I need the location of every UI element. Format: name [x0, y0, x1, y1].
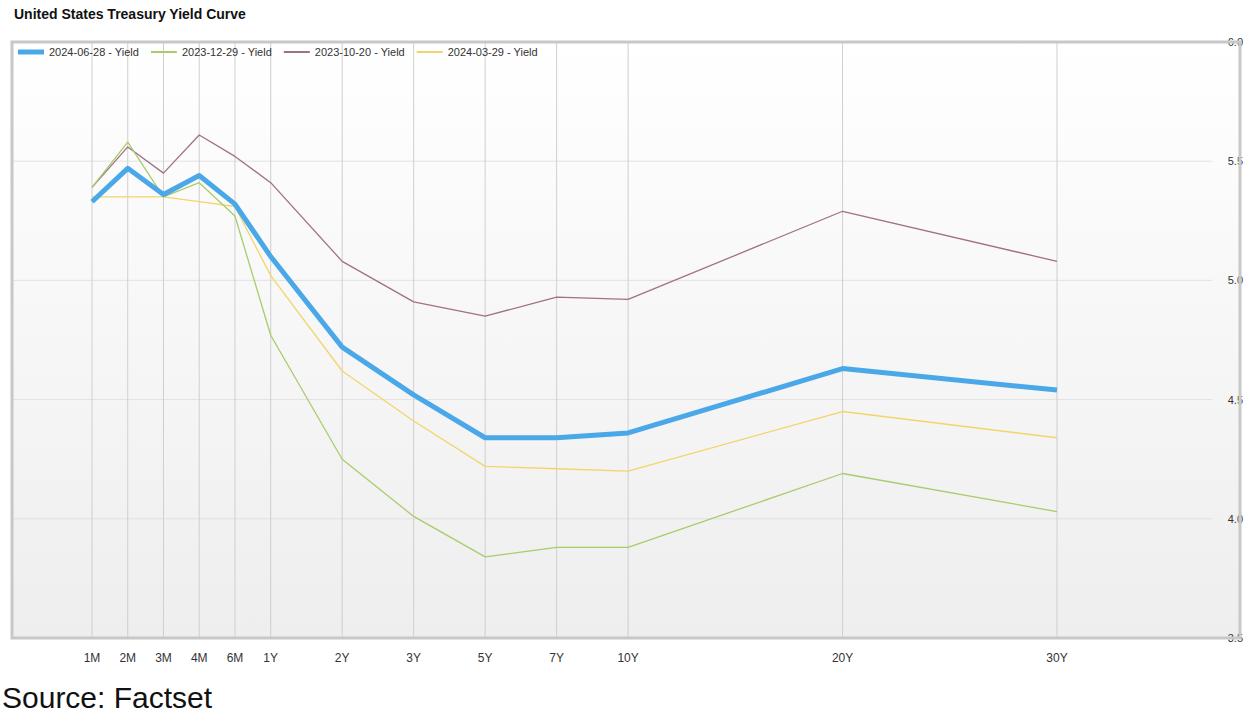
grid-line — [485, 42, 486, 638]
x-tick-label: 2Y — [335, 651, 350, 665]
legend-label: 2024-06-28 - Yield — [49, 46, 139, 58]
grid-line — [12, 161, 1212, 162]
legend-swatch — [18, 50, 44, 55]
grid-line — [1057, 42, 1058, 638]
grid-line — [628, 42, 629, 638]
legend-label: 2024-03-29 - Yield — [448, 46, 538, 58]
series-group — [92, 135, 1057, 557]
series-line — [92, 142, 1057, 557]
x-tick-label: 6M — [227, 651, 244, 665]
grid-line — [199, 42, 200, 638]
grid-line — [92, 42, 93, 638]
chart: United States Treasury Yield Curve3.54.0… — [0, 0, 1248, 716]
grid-line — [413, 42, 414, 638]
grid-line — [342, 42, 343, 638]
grid-line — [234, 42, 235, 638]
source: Source: Factset — [2, 681, 213, 714]
grid-line — [556, 42, 557, 638]
x-tick-label: 10Y — [617, 651, 638, 665]
series-line — [92, 168, 1057, 437]
grid-line — [270, 42, 271, 638]
grid-line — [12, 280, 1212, 281]
x-tick-label: 1M — [84, 651, 101, 665]
legend-swatch — [284, 51, 310, 53]
x-tick-label: 5Y — [478, 651, 493, 665]
legend-label: 2023-10-20 - Yield — [315, 46, 405, 58]
legend-swatch — [417, 51, 443, 53]
title: United States Treasury Yield Curve — [14, 6, 246, 22]
x-tick-label: 30Y — [1046, 651, 1067, 665]
series-line — [92, 197, 1057, 471]
x-tick-label: 3M — [155, 651, 172, 665]
legend-label: 2023-12-29 - Yield — [182, 46, 272, 58]
x-tick-label: 1Y — [263, 651, 278, 665]
x-tick-label: 2M — [119, 651, 136, 665]
series-line — [92, 135, 1057, 316]
x-tick-label: 20Y — [832, 651, 853, 665]
grid-line — [842, 42, 843, 638]
grid-line — [127, 42, 128, 638]
grid-line — [163, 42, 164, 638]
x-tick-label: 4M — [191, 651, 208, 665]
x-tick-label: 7Y — [549, 651, 564, 665]
plot-frame — [12, 42, 1240, 638]
plot-background — [12, 42, 1240, 638]
legend-swatch — [151, 51, 177, 53]
grid-line — [12, 399, 1212, 400]
grid-line — [12, 518, 1212, 519]
x-tick-label: 3Y — [406, 651, 421, 665]
